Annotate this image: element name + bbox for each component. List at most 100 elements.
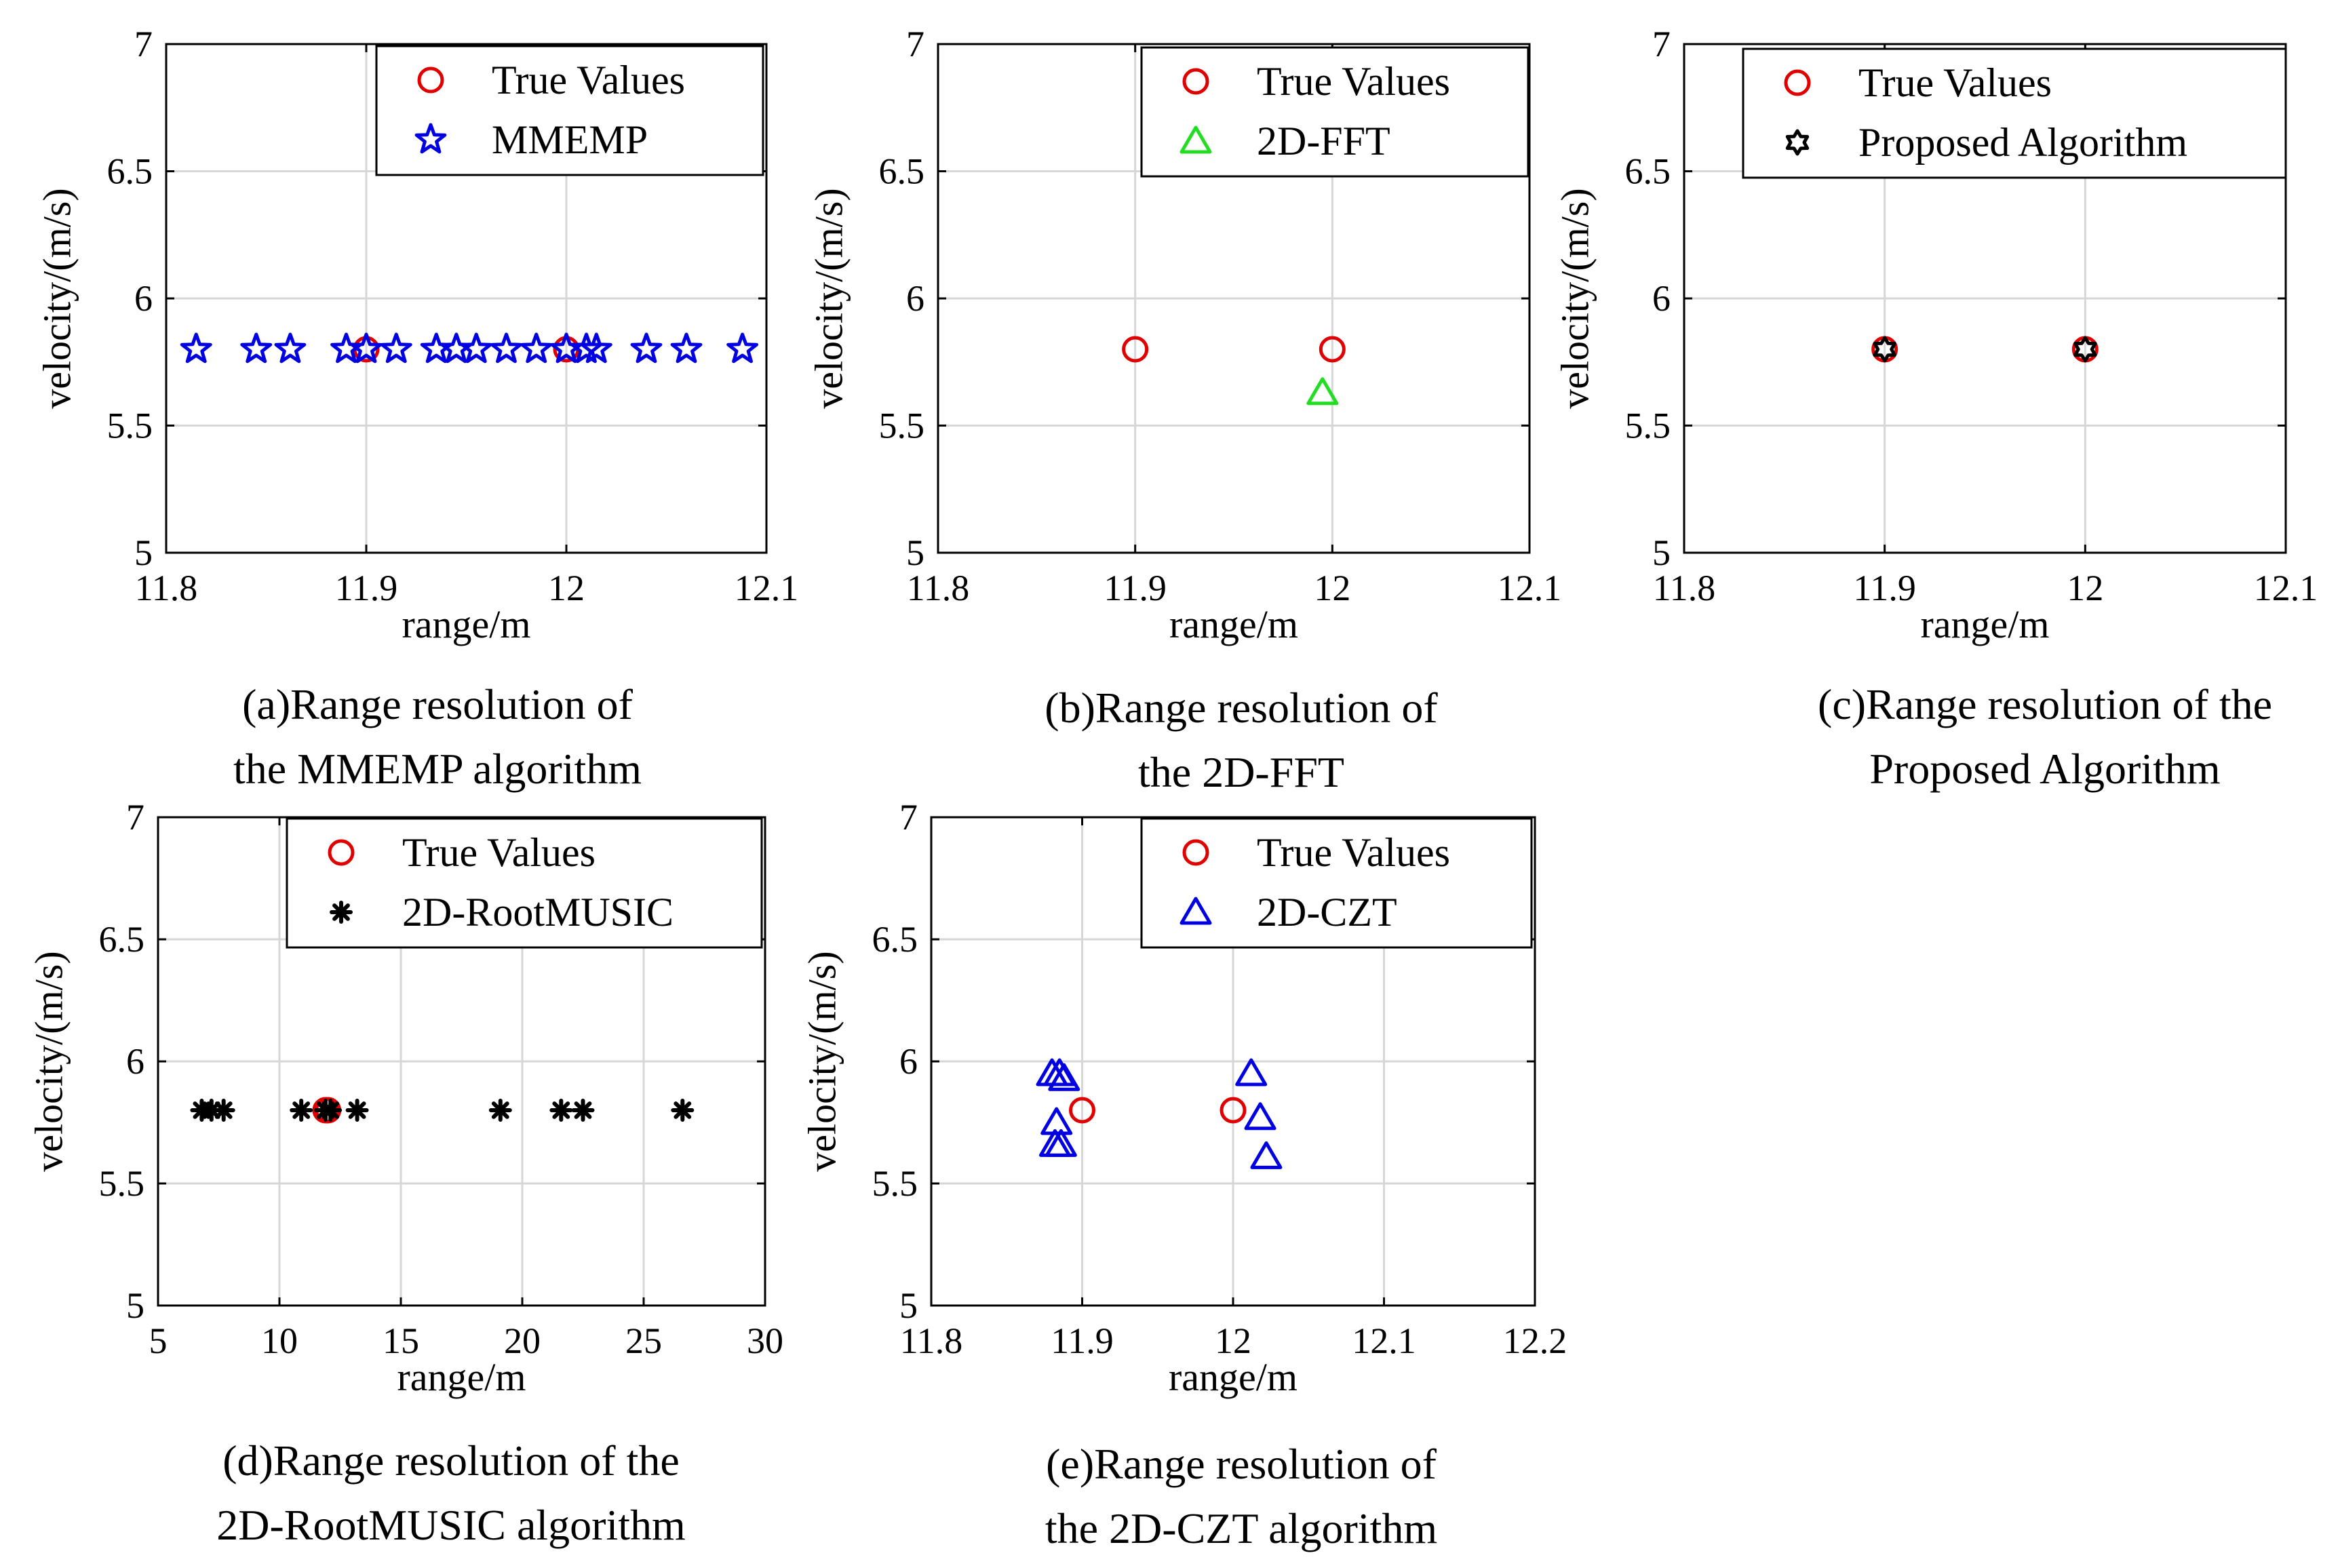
chart-a: 11.8 11.9 12 12.1 5 5.5 6 6.5 7 range/m velocity/(…	[35, 24, 798, 793]
x-tick-label: 12.1	[2254, 568, 2318, 608]
data-point	[571, 1099, 595, 1122]
legend-entry: True Values	[402, 830, 596, 875]
chart-caption: the MMEMP algorithm	[233, 745, 642, 793]
y-tick-label: 6.5	[99, 919, 145, 960]
y-axis-label: velocity/(m/s)	[806, 188, 851, 408]
legend-entry: True Values	[492, 58, 685, 102]
y-axis-label: velocity/(m/s)	[1553, 188, 1597, 408]
y-tick-label: 5.5	[879, 406, 925, 446]
y-axis-label: velocity/(m/s)	[26, 951, 71, 1171]
legend-entry: True Values	[1257, 59, 1450, 104]
series-true-values	[1122, 336, 1346, 363]
y-tick-label: 7	[126, 797, 144, 838]
data-point	[1069, 1097, 1095, 1124]
data-point	[1250, 1141, 1283, 1169]
y-tick-label: 6	[134, 278, 153, 319]
chart-caption: the 2D-CZT algorithm	[1045, 1504, 1437, 1552]
chart-caption: (c)Range resolution of the	[1818, 680, 2272, 728]
data-point	[1048, 1063, 1080, 1091]
chart-b: 11.8 11.9 12 12.1 5 5.5 6 6.5 7 range/m velocity/(…	[806, 24, 1561, 796]
series-2d-czt	[1036, 1058, 1283, 1169]
legend-marker	[1182, 839, 1209, 866]
x-tick-label: 30	[747, 1320, 783, 1361]
legend-marker	[1785, 129, 1810, 156]
legend: True Values 2D-FFT	[1140, 46, 1529, 178]
x-axis-label: range/m	[1920, 602, 2049, 646]
data-point	[2073, 336, 2097, 363]
x-tick-label: 11.8	[907, 568, 970, 608]
y-tick-label: 5.5	[107, 406, 153, 446]
x-tick-label: 20	[504, 1320, 541, 1361]
data-point	[1244, 1102, 1276, 1131]
legend-marker	[1179, 125, 1212, 154]
y-tick-label: 6.5	[879, 151, 925, 192]
axes-box	[1683, 43, 2287, 554]
data-point	[630, 332, 663, 364]
y-tick-label: 5	[906, 532, 924, 573]
legend-entry: 2D-CZT	[1257, 890, 1397, 935]
y-tick-label: 5.5	[99, 1163, 145, 1204]
data-point	[319, 1099, 343, 1122]
y-tick-label: 7	[1652, 24, 1671, 64]
data-point	[180, 332, 212, 364]
data-point	[1045, 1129, 1077, 1157]
data-point	[460, 332, 492, 364]
data-point	[570, 332, 602, 364]
data-point	[1306, 377, 1339, 406]
y-tick-label: 7	[906, 24, 924, 64]
x-tick-label: 12.2	[1503, 1320, 1567, 1361]
axes-box	[930, 816, 1536, 1307]
legend-marker	[414, 123, 447, 154]
legend-marker	[330, 901, 353, 924]
x-tick-label: 12.1	[1352, 1320, 1416, 1361]
x-tick-label: 11.9	[1853, 568, 1916, 608]
series-mmemp	[180, 332, 758, 364]
chart-caption: Proposed Algorithm	[1869, 745, 2220, 793]
series-2d-rootmusic	[190, 1099, 695, 1122]
x-tick-label: 12	[1314, 568, 1350, 608]
x-tick-label: 12	[2067, 568, 2103, 608]
y-tick-label: 7	[134, 24, 153, 64]
y-tick-label: 6	[899, 1041, 918, 1082]
series-true-values	[1069, 1097, 1247, 1124]
y-tick-label: 7	[899, 797, 918, 838]
data-point	[274, 332, 307, 364]
data-point	[488, 1099, 512, 1122]
legend-box	[1140, 46, 1529, 178]
x-axis-label: range/m	[402, 602, 530, 646]
data-point	[345, 1099, 369, 1122]
grid	[158, 817, 765, 1306]
x-tick-label: 10	[261, 1320, 298, 1361]
legend-entry: True Values	[1858, 60, 2052, 105]
legend: True Values MMEMP	[375, 45, 764, 176]
axes-box	[157, 816, 766, 1307]
series-proposed-algorithm	[1873, 336, 2097, 363]
y-tick-label: 5.5	[872, 1163, 918, 1204]
x-tick-label: 11.8	[135, 568, 198, 608]
legend-entry: True Values	[1257, 830, 1450, 875]
chart-e: 11.8 11.9 12 12.1 12.2 5 5.5 6 6.5 7 range/m veloci…	[800, 797, 1567, 1552]
legend-marker	[328, 839, 355, 866]
data-point	[199, 1099, 223, 1122]
data-point	[350, 332, 383, 364]
legend-marker	[1784, 69, 1811, 96]
data-point	[290, 1099, 313, 1122]
legend-box	[375, 45, 764, 176]
y-tick-label: 6	[1652, 278, 1671, 319]
data-point	[671, 1099, 695, 1122]
chart-caption: (b)Range resolution of	[1045, 684, 1438, 732]
chart-caption: (e)Range resolution of	[1046, 1440, 1437, 1488]
x-tick-label: 11.9	[335, 568, 398, 608]
chart-caption: 2D-RootMUSIC algorithm	[216, 1501, 686, 1549]
x-tick-label: 12	[548, 568, 585, 608]
y-tick-label: 6.5	[872, 919, 918, 960]
x-tick-label: 5	[149, 1320, 168, 1361]
x-tick-label: 12	[1215, 1320, 1251, 1361]
legend-marker	[1182, 68, 1209, 95]
y-tick-label: 6	[126, 1041, 144, 1082]
y-tick-label: 6.5	[1625, 151, 1671, 192]
legend-box	[1140, 817, 1533, 949]
x-tick-label: 11.8	[900, 1320, 963, 1361]
legend-entry: MMEMP	[492, 117, 648, 162]
x-tick-label: 12.1	[1498, 568, 1562, 608]
